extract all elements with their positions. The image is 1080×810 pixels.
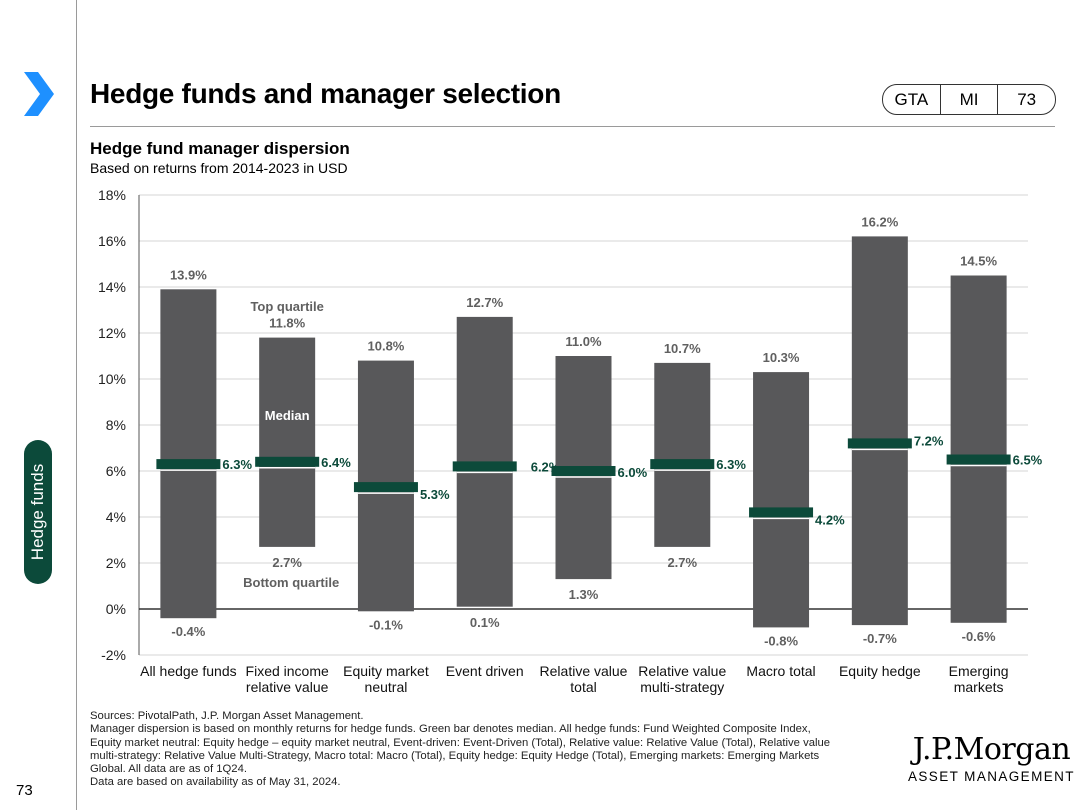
x-category-label: relative value: [246, 679, 329, 695]
annotation-median: Median: [265, 408, 310, 423]
footnote-sources: Sources: PivotalPath, J.P. Morgan Asset …: [90, 710, 364, 722]
median-label: 6.3%: [716, 457, 746, 472]
chevron-right-icon: [24, 72, 54, 116]
side-section-tab[interactable]: Hedge funds: [24, 440, 52, 584]
bottom-quartile-label: -0.6%: [962, 629, 996, 644]
x-category-label: markets: [954, 679, 1004, 695]
x-category-label: total: [570, 679, 596, 695]
bottom-quartile-label: 2.7%: [272, 555, 302, 570]
y-tick-label: 4%: [106, 509, 126, 525]
top-quartile-label: 10.8%: [368, 339, 405, 354]
bottom-quartile-label: 2.7%: [667, 555, 697, 570]
top-quartile-label: 13.9%: [170, 267, 207, 282]
annotation-bottom-quartile: Bottom quartile: [243, 575, 339, 590]
y-tick-label: 14%: [98, 279, 126, 295]
top-quartile-label: 11.0%: [565, 334, 602, 349]
dispersion-bar: [950, 275, 1007, 623]
median-label: 5.3%: [420, 487, 450, 502]
x-category-label: neutral: [365, 679, 408, 695]
footnote-line: multi-strategy: Relative Value Multi-Str…: [90, 749, 820, 762]
title-divider: [90, 126, 1055, 127]
median-marker: [255, 456, 320, 467]
badge-group: GTA MI 73: [882, 84, 1056, 115]
y-tick-label: 6%: [106, 463, 126, 479]
median-label: 7.2%: [914, 433, 944, 448]
annotation-top-quartile: Top quartile: [250, 299, 323, 314]
bottom-quartile-label: 0.1%: [470, 615, 500, 630]
median-marker: [452, 461, 517, 472]
chart-subtitle: Based on returns from 2014-2023 in USD: [90, 160, 348, 176]
footnote-line: Equity market neutral: Equity hedge – eq…: [90, 736, 831, 749]
x-category-label: Equity market: [343, 663, 429, 679]
badge-mi[interactable]: MI: [939, 85, 998, 114]
top-quartile-label: 12.7%: [466, 295, 503, 310]
page-number: 73: [16, 782, 33, 799]
dispersion-bar: [259, 337, 316, 547]
top-quartile-label: 16.2%: [861, 214, 898, 229]
dispersion-bar: [851, 236, 908, 626]
x-category-label: Fixed income: [246, 663, 329, 679]
bottom-quartile-label: -0.4%: [171, 624, 205, 639]
footnote-availability: Data are based on availability as of May…: [90, 776, 341, 789]
chart-title: Hedge fund manager dispersion: [90, 139, 350, 158]
dispersion-bar: [160, 289, 217, 619]
y-tick-label: 2%: [106, 555, 126, 571]
y-tick-label: 18%: [98, 187, 126, 203]
median-marker: [156, 459, 221, 470]
top-quartile-label: 10.3%: [763, 350, 800, 365]
bottom-quartile-label: -0.1%: [369, 617, 403, 632]
y-tick-label: 12%: [98, 325, 126, 341]
x-category-label: multi-strategy: [640, 679, 724, 695]
bottom-quartile-label: -0.8%: [764, 633, 798, 648]
y-tick-label: -2%: [101, 647, 126, 663]
y-tick-label: 16%: [98, 233, 126, 249]
footnote-line: Manager dispersion is based on monthly r…: [90, 723, 811, 736]
bottom-quartile-label: -0.7%: [863, 631, 897, 646]
dispersion-chart: -2% 0% 2% 4% 6% 8% 10% 12% 14% 16% 18% 13.9% -0.4% 6.…: [98, 187, 1043, 695]
x-category-label: Relative value: [638, 663, 726, 679]
y-tick-label: 10%: [98, 371, 126, 387]
logo-sub: ASSET MANAGEMENT: [908, 769, 1075, 784]
page-title: Hedge funds and manager selection: [90, 78, 561, 109]
median-label: 6.4%: [321, 455, 351, 470]
y-tick-label: 8%: [106, 417, 126, 433]
dispersion-bar: [654, 362, 711, 547]
median-marker: [650, 459, 715, 470]
median-marker: [551, 466, 616, 476]
x-category-label: Emerging: [949, 663, 1009, 679]
top-quartile-label: 14.5%: [960, 254, 997, 269]
bottom-quartile-label: 1.3%: [569, 587, 599, 602]
logo-name: J.P.Morgan: [912, 732, 1071, 767]
badge-page[interactable]: 73: [997, 85, 1055, 114]
x-category-label: Equity hedge: [839, 663, 921, 679]
median-marker: [749, 507, 814, 518]
y-tick-label: 0%: [106, 601, 126, 617]
x-category-label: Relative value: [540, 663, 628, 679]
median-marker: [353, 482, 418, 493]
dispersion-bar: [753, 372, 810, 628]
median-label: 6.0%: [618, 465, 648, 480]
median-label: 4.2%: [815, 512, 845, 527]
left-divider-line: [76, 0, 77, 810]
x-category-label: Macro total: [746, 663, 815, 679]
median-marker: [946, 454, 1011, 465]
median-marker: [847, 438, 912, 449]
x-category-label: Event driven: [446, 663, 524, 679]
median-label: 6.5%: [1013, 453, 1043, 468]
top-quartile-label: 11.8%: [269, 316, 306, 331]
median-label: 6.3%: [222, 457, 252, 472]
x-category-label: All hedge funds: [140, 663, 237, 679]
footnotes: Sources: PivotalPath, J.P. Morgan Asset …: [90, 710, 900, 790]
top-quartile-label: 10.7%: [664, 341, 701, 356]
jpmorgan-logo: J.P.Morgan ASSET MANAGEMENT: [908, 732, 1075, 784]
footnote-line: Global. All data are as of 1Q24.: [90, 763, 247, 776]
badge-gta[interactable]: GTA: [894, 89, 929, 109]
